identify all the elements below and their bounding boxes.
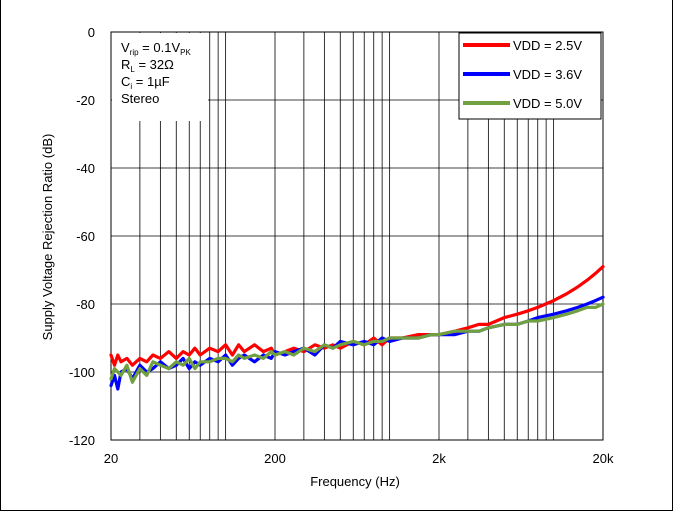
x-tick-label: 2k bbox=[432, 451, 446, 466]
condition-line: Stereo bbox=[121, 91, 159, 106]
y-tick-label: -60 bbox=[76, 229, 95, 244]
y-tick-label: -40 bbox=[76, 161, 95, 176]
legend-label: VDD = 3.6V bbox=[513, 67, 582, 82]
condition-line: Ci = 1µF bbox=[121, 74, 170, 91]
legend: VDD = 2.5V VDD = 3.6V VDD = 5.0V bbox=[458, 32, 602, 120]
condition-line: RL = 32Ω bbox=[121, 57, 174, 74]
series-line-1 bbox=[109, 265, 605, 367]
ticks: 20 200 2k 20k 0 -20 -40 -60 -80 -100 -120 bbox=[69, 25, 614, 466]
y-axis-label: Supply Voltage Rejection Ratio (dB) bbox=[40, 134, 55, 341]
x-tick-label: 20 bbox=[104, 451, 118, 466]
series-lines bbox=[109, 265, 605, 391]
y-tick-label: -100 bbox=[69, 365, 95, 380]
legend-label: VDD = 2.5V bbox=[513, 38, 582, 53]
condition-line: Vrip = 0.1VPK bbox=[121, 40, 191, 57]
plot-area bbox=[110, 31, 604, 441]
x-tick-label: 200 bbox=[264, 451, 286, 466]
legend-label: VDD = 5.0V bbox=[513, 96, 582, 111]
x-tick-label: 20k bbox=[593, 451, 614, 466]
y-tick-label: -20 bbox=[76, 93, 95, 108]
y-tick-label: -120 bbox=[69, 433, 95, 448]
conditions-background bbox=[112, 33, 208, 121]
y-tick-label: -80 bbox=[76, 297, 95, 312]
x-axis-label: Frequency (Hz) bbox=[310, 474, 400, 489]
y-tick-label: 0 bbox=[88, 25, 95, 40]
series-line-3 bbox=[109, 302, 605, 384]
